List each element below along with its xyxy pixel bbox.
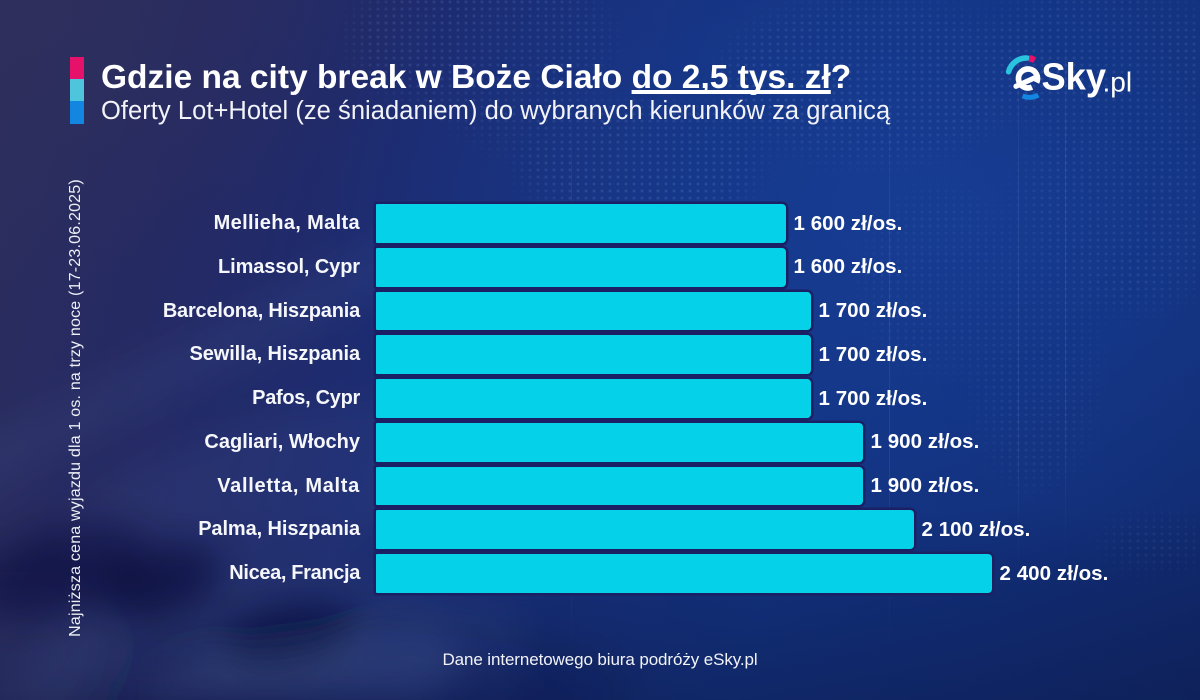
svg-text:Sky: Sky bbox=[1042, 56, 1107, 99]
svg-text:.pl: .pl bbox=[1103, 67, 1133, 98]
